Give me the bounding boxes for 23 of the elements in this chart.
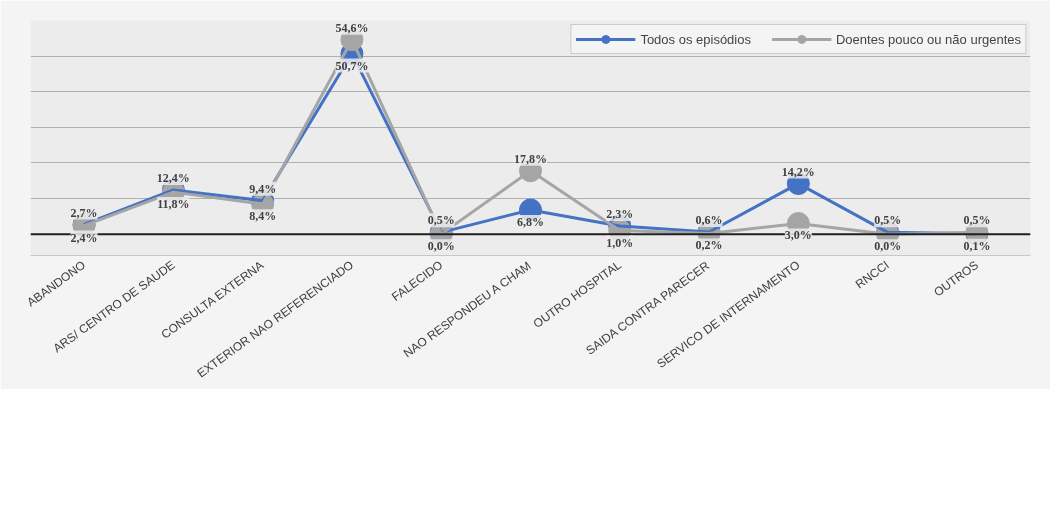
data-label: 1,0%	[606, 235, 634, 250]
data-label: 2,4%	[70, 230, 98, 245]
data-label: 2,3%	[606, 206, 634, 221]
data-label: 0,1%	[963, 238, 991, 253]
data-label: 17,8%	[514, 151, 547, 166]
legend-label: Todos os episódios	[640, 31, 751, 47]
data-label: 0,0%	[427, 239, 455, 254]
data-label: 50,7%	[335, 58, 369, 73]
data-label: 54,6%	[335, 20, 369, 35]
data-label: 12,4%	[156, 170, 190, 185]
data-label: 0,6%	[695, 213, 723, 227]
data-label: 11,8%	[157, 197, 190, 212]
data-label: 0,2%	[695, 238, 723, 253]
data-label: 3,0%	[784, 228, 812, 243]
data-label: 0,0%	[874, 239, 902, 254]
legend-label: Doentes pouco ou não urgentes	[835, 31, 1021, 47]
data-label: 6,8%	[517, 214, 544, 229]
data-label: 8,4%	[249, 209, 277, 224]
data-label: 0,5%	[874, 213, 902, 228]
data-label: 0,5%	[427, 213, 455, 228]
data-label: 2,7%	[70, 205, 98, 220]
data-label: 0,5%	[963, 213, 991, 228]
data-label: 14,2%	[781, 164, 815, 179]
